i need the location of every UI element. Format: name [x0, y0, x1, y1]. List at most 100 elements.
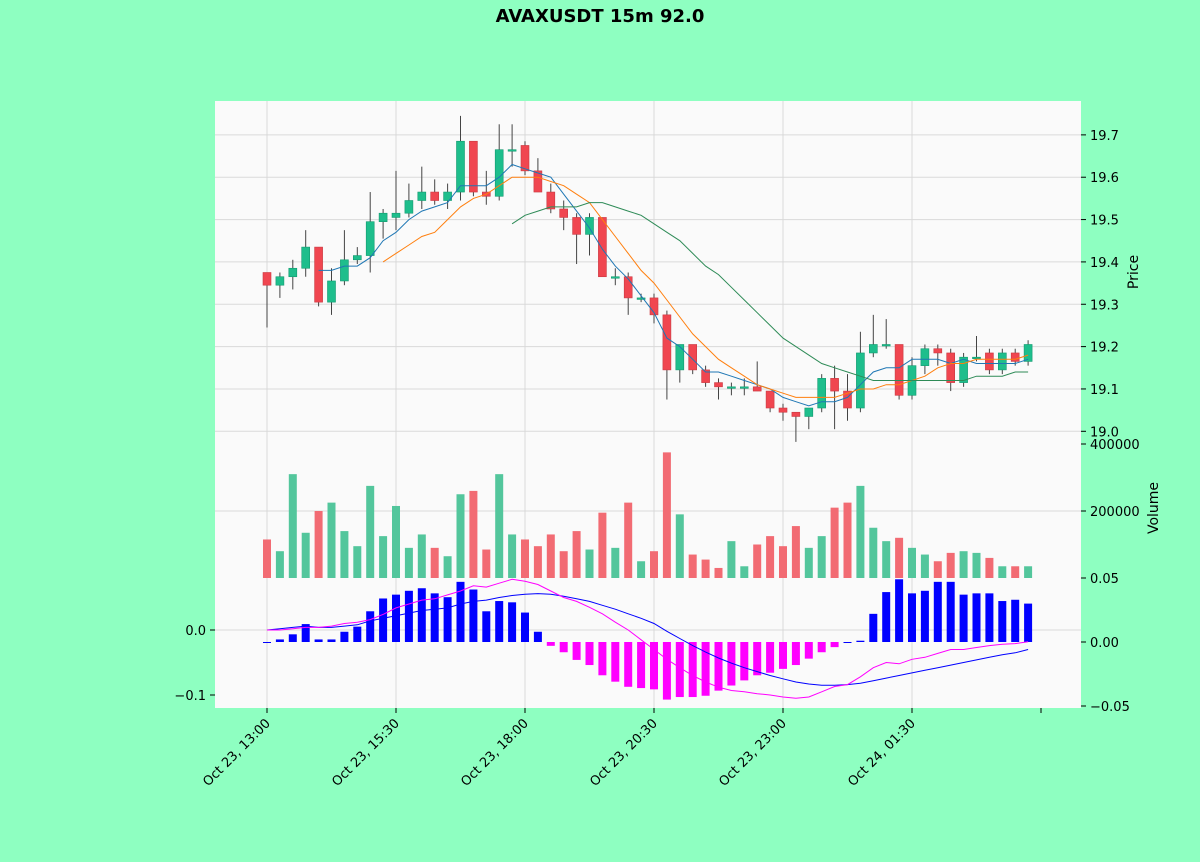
candle-body	[559, 208, 569, 218]
volume-bar	[804, 547, 813, 578]
macd-histogram-bar	[727, 642, 736, 686]
macd-histogram-bar	[598, 642, 607, 676]
volume-bar	[585, 549, 594, 578]
volume-bar	[650, 551, 658, 578]
macd-histogram-bar	[482, 611, 491, 642]
volume-bar	[946, 552, 955, 578]
candle-body	[985, 352, 994, 371]
volume-bar	[611, 547, 620, 578]
volume-bar	[443, 556, 452, 578]
volume-bar	[404, 547, 413, 578]
volume-bar	[533, 546, 542, 578]
ma-slow-line	[511, 202, 1029, 381]
price-tick-label: 19.0	[1090, 425, 1119, 440]
macd-histogram-bar	[740, 642, 749, 681]
macd-histogram-bar	[933, 581, 942, 642]
candle-body	[546, 191, 556, 210]
volume-bar	[830, 507, 839, 578]
macd-histogram-bar	[766, 642, 775, 673]
volume-bar	[392, 505, 400, 578]
candle-body	[675, 344, 685, 371]
candle-body	[314, 246, 323, 303]
volume-bar	[856, 485, 865, 578]
candle-body	[327, 280, 336, 303]
chart-title: AVAXUSDT 15m 92.0	[496, 6, 705, 27]
volume-bar	[301, 532, 310, 578]
volume-bar	[882, 541, 891, 578]
volume-bar	[1024, 566, 1033, 578]
macd-indicator	[263, 578, 1033, 700]
volume-bar	[959, 551, 968, 578]
volume-bar	[985, 557, 994, 578]
macd-left-tick-label: 0.0	[185, 624, 206, 639]
volume-bar	[920, 554, 929, 578]
x-tick-label: Oct 23, 15:30	[329, 716, 402, 789]
macd-histogram-bar	[779, 642, 787, 669]
price-panel	[215, 101, 1081, 444]
volume-bar	[791, 526, 800, 578]
volume-bar	[675, 514, 684, 578]
price-tick-label: 19.2	[1090, 341, 1119, 356]
volume-bar	[727, 541, 736, 578]
volume-bar	[263, 539, 271, 578]
candle-body	[804, 407, 814, 417]
macd-histogram-bar	[611, 642, 620, 682]
macd-histogram-bar	[508, 602, 517, 642]
macd-histogram-bar	[288, 634, 297, 642]
volume-axis-label: Volume	[1146, 482, 1162, 534]
macd-histogram-bar	[714, 642, 723, 691]
macd-histogram-bar	[908, 593, 916, 642]
macd-histogram-bar	[559, 642, 568, 653]
ma-mid-line	[382, 176, 1029, 398]
macd-histogram-bar	[1011, 599, 1020, 642]
volume-bar	[779, 546, 787, 578]
volume-bar	[379, 536, 388, 578]
candle-body	[791, 411, 801, 417]
candle-body	[262, 272, 272, 286]
candle-body	[688, 344, 698, 371]
macd-histogram-bar	[430, 593, 439, 642]
candle-body	[494, 149, 504, 197]
volume-bar	[598, 512, 607, 578]
candle-body	[456, 140, 465, 193]
macd-histogram-bar	[804, 642, 813, 659]
candle-body	[959, 356, 968, 383]
candle-body	[881, 344, 891, 347]
x-tick-label: Oct 24, 01:30	[845, 716, 918, 789]
volume-bar	[366, 485, 375, 578]
macd-histogram-bar	[521, 612, 529, 642]
macd-histogram-bar	[417, 588, 426, 642]
volume-bar	[817, 536, 826, 578]
macd-line	[266, 593, 1029, 686]
volume-bar	[353, 546, 362, 578]
ma-fast-line	[318, 163, 1029, 407]
macd-histogram-bar	[830, 642, 839, 648]
candle-body	[894, 344, 904, 396]
candle-body	[598, 217, 607, 278]
price-tick-label: 19.4	[1090, 256, 1119, 271]
macd-histogram-bar	[263, 642, 271, 643]
volume-bar	[843, 502, 852, 578]
macd-histogram-bar	[869, 613, 878, 642]
volume-bar	[740, 566, 749, 578]
candle-body	[752, 386, 762, 392]
candle-body	[868, 344, 878, 354]
candle-body	[365, 221, 375, 256]
macd-histogram-bar	[895, 579, 904, 642]
volume-bar	[430, 547, 439, 578]
price-tick-label: 19.5	[1090, 214, 1119, 229]
macd-histogram-bar	[533, 631, 542, 642]
candle-body	[352, 255, 362, 261]
macd-histogram-bar	[959, 594, 968, 642]
macd-histogram-bar	[314, 639, 323, 642]
volume-tick-label: 200000	[1090, 505, 1140, 520]
price-tick-label: 19.6	[1090, 171, 1119, 186]
candle-body	[404, 200, 414, 214]
volume-bar	[637, 561, 646, 578]
candle-body	[572, 217, 581, 235]
macd-histogram-bar	[662, 642, 671, 700]
macd-histogram-bar	[920, 590, 929, 642]
candle-body	[533, 170, 543, 193]
candlesticks	[262, 115, 1033, 442]
volume-bar	[624, 502, 633, 578]
